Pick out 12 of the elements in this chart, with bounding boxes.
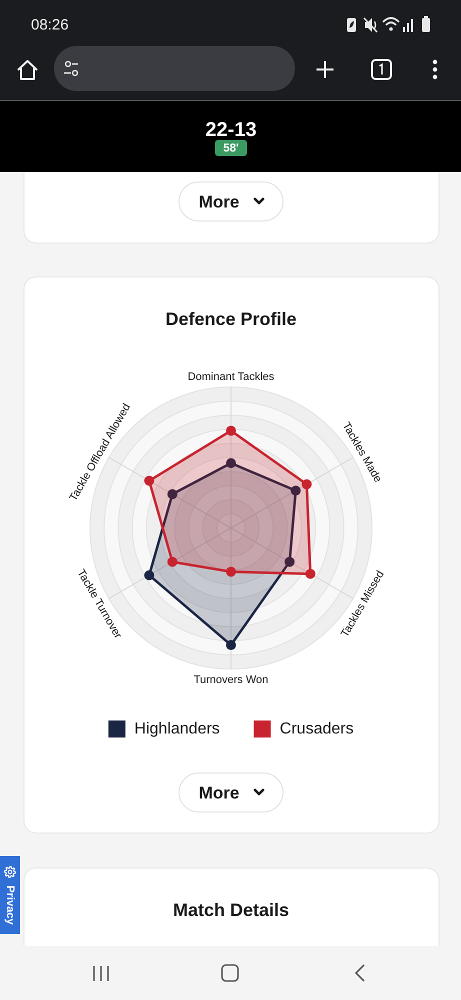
spoke-label: Dominant Tackles bbox=[188, 371, 275, 383]
legend-label: Crusaders bbox=[280, 720, 354, 738]
text: More bbox=[198, 192, 240, 212]
text: 08:26 bbox=[31, 16, 69, 34]
text: More bbox=[198, 784, 240, 802]
text: Match Details bbox=[172, 900, 290, 920]
spoke-label: Turnovers Won bbox=[194, 674, 268, 686]
legend-label: Highlanders bbox=[134, 720, 220, 738]
text: Privacy bbox=[4, 885, 16, 926]
chart-title: Defence Profile bbox=[165, 309, 297, 329]
text: 58' bbox=[223, 142, 240, 154]
text: 22-13 bbox=[205, 119, 257, 141]
